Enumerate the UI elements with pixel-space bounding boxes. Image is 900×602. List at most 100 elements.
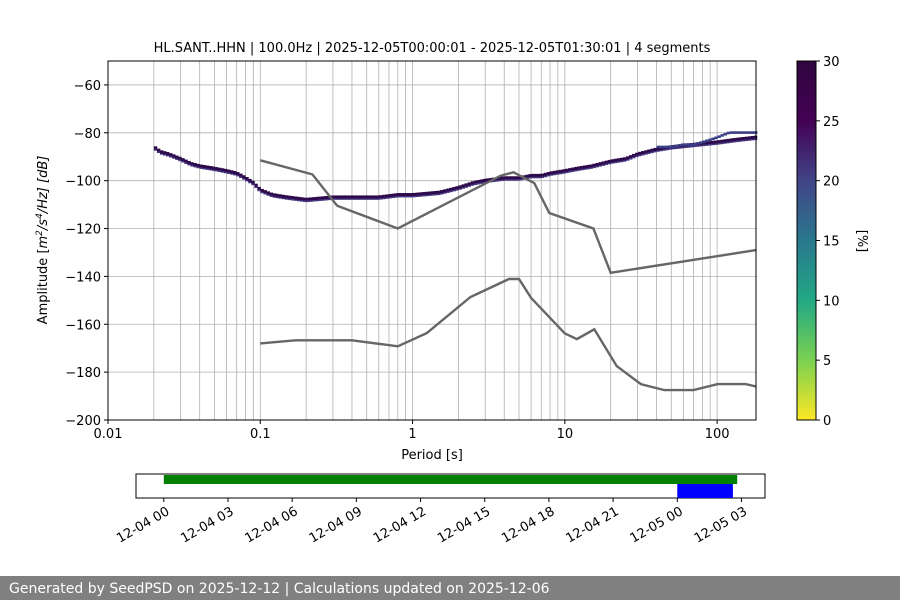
psd-cell xyxy=(242,175,246,179)
psd-cell xyxy=(421,192,426,196)
psd-cell xyxy=(223,168,228,173)
y-axis-title: Amplitude [m2/s4/Hz] [dB] xyxy=(35,156,51,325)
psd-cell xyxy=(689,145,694,148)
psd-cell xyxy=(202,168,207,170)
psd-cell xyxy=(418,192,423,196)
time-tick-label: 12-04 18 xyxy=(499,504,557,546)
psd-cell xyxy=(257,186,261,191)
psd-cell xyxy=(604,163,609,166)
psd-cell xyxy=(208,169,213,171)
x-axis-title: Period [s] xyxy=(401,448,463,463)
psd-cell xyxy=(677,144,682,147)
psd-cell xyxy=(659,145,664,149)
psd-cell xyxy=(159,150,164,154)
psd-cell xyxy=(476,180,481,184)
psd-cell xyxy=(561,169,566,173)
colorbar-label: [%] xyxy=(854,230,869,253)
psd-cell xyxy=(162,151,167,155)
psd-cell xyxy=(628,155,633,159)
x-tick-label: 0.1 xyxy=(250,427,271,442)
psd-cell xyxy=(516,179,520,181)
psd-cell xyxy=(345,198,350,200)
psd-cell xyxy=(415,192,420,196)
y-tick-label: −120 xyxy=(65,223,101,238)
psd-cell xyxy=(251,183,255,186)
psd-cell xyxy=(415,195,420,198)
psd-cell xyxy=(470,181,475,185)
psd-cell xyxy=(175,155,179,159)
psd-cell xyxy=(577,169,581,171)
psd-cell xyxy=(443,192,447,194)
psd-cell xyxy=(458,185,462,189)
psd-cell xyxy=(217,167,222,171)
psd-cell xyxy=(303,197,307,201)
psd-cell xyxy=(236,171,240,176)
psd-cell xyxy=(278,194,283,198)
selected-window-bar xyxy=(677,484,733,498)
psd-cell xyxy=(504,179,508,181)
psd-cell xyxy=(574,166,578,171)
x-tick-label: 0.01 xyxy=(94,427,123,442)
psd-cell xyxy=(272,196,277,198)
psd-cell xyxy=(354,195,359,199)
psd-cell xyxy=(723,132,727,136)
psd-cell xyxy=(647,149,651,153)
psd-cell xyxy=(604,160,609,164)
psd-cell xyxy=(360,195,365,199)
psd-cell xyxy=(644,153,648,155)
psd-cell xyxy=(257,189,261,192)
psd-cell xyxy=(220,171,225,173)
psd-cell xyxy=(351,198,356,200)
psd-cell xyxy=(284,198,289,200)
psd-cell xyxy=(385,194,389,198)
psd-cell xyxy=(223,171,228,174)
psd-cell xyxy=(747,136,752,140)
psd-cell xyxy=(461,187,465,189)
psd-cell xyxy=(333,195,337,199)
psd-cell xyxy=(662,145,667,149)
psd-cell xyxy=(625,156,630,160)
time-tick-label: 12-04 15 xyxy=(435,504,493,546)
horizontal-gridlines xyxy=(108,84,756,421)
psd-cell xyxy=(519,178,523,181)
psd-cell xyxy=(309,200,313,202)
time-tick-label: 12-04 12 xyxy=(371,504,429,546)
x-tick-label: 10 xyxy=(557,427,574,442)
psd-cell xyxy=(226,172,231,174)
psd-cell xyxy=(729,141,733,143)
psd-cell xyxy=(729,138,733,142)
psd-cell xyxy=(665,148,669,151)
psd-cell xyxy=(357,198,362,200)
psd-cell xyxy=(552,173,557,176)
psd-cell xyxy=(400,196,404,198)
psd-cell xyxy=(507,176,511,180)
psd-cell xyxy=(534,176,538,179)
psd-cell xyxy=(650,151,654,154)
psd-cell xyxy=(394,193,398,197)
y-tick-label: −200 xyxy=(65,414,101,429)
psd-cell xyxy=(284,195,289,199)
psd-cell xyxy=(662,149,666,151)
psd-cell xyxy=(501,176,505,180)
psd-cell xyxy=(318,196,322,200)
psd-cell xyxy=(708,144,712,146)
psd-cell xyxy=(531,176,535,179)
psd-cell xyxy=(296,196,301,201)
psd-cell xyxy=(479,179,484,183)
psd-cell xyxy=(348,195,353,199)
psd-cell xyxy=(379,195,383,199)
psd-cell xyxy=(412,192,417,197)
psd-cell xyxy=(217,170,222,173)
psd-cell xyxy=(281,194,286,199)
psd-cell xyxy=(437,193,441,196)
psd-cell xyxy=(540,173,545,177)
time-tick-label: 12-05 03 xyxy=(692,504,750,546)
y-tick-label: −100 xyxy=(65,175,101,190)
psd-cell xyxy=(735,137,740,141)
x-axis: 0.01 0.1 1 10 100 xyxy=(94,420,730,442)
psd-cell xyxy=(184,159,188,163)
psd-cell xyxy=(202,165,207,169)
y-tick-label: −160 xyxy=(65,318,101,333)
psd-cell xyxy=(497,176,502,181)
psd-cell xyxy=(300,200,304,202)
